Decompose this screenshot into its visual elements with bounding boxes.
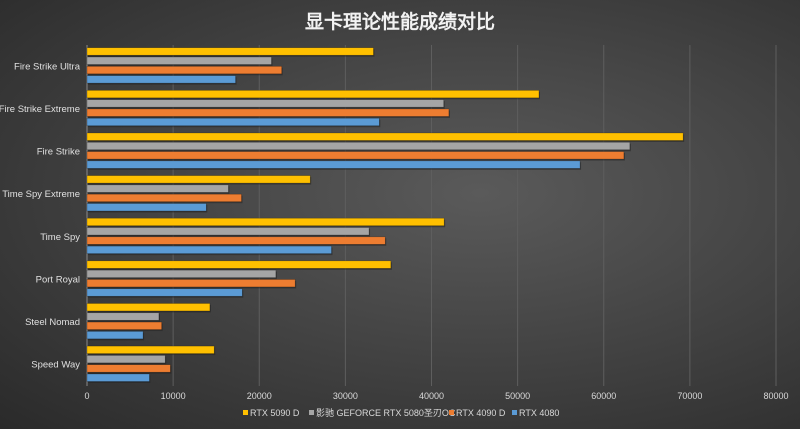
category-label: Fire Strike Extreme (0, 104, 80, 115)
category-label: Time Spy Extreme (2, 189, 80, 200)
category-label: Fire Strike (37, 147, 80, 158)
bar-fire-strike-ultra-s2 (86, 66, 283, 75)
category-label: Steel Nomad (25, 317, 80, 328)
bar-speed-way-s2 (86, 364, 171, 373)
legend-label: RTX 4080 (519, 408, 559, 418)
x-tick-label: 10000 (161, 391, 186, 401)
bar-time-spy-extreme-s2 (86, 193, 242, 202)
bar-speed-way-s0 (86, 345, 215, 354)
x-tick-label: 80000 (763, 391, 788, 401)
x-tick-label: 30000 (333, 391, 358, 401)
chart-title: 显卡理论性能成绩对比 (304, 11, 495, 33)
bar-port-royal-s2 (86, 279, 296, 288)
x-tick-label: 60000 (591, 391, 616, 401)
bar-time-spy-extreme-s3 (86, 203, 207, 212)
bar-time-spy-s2 (86, 236, 386, 245)
bar-time-spy-s3 (86, 245, 332, 254)
bar-fire-strike-s2 (86, 151, 625, 160)
x-tick-label: 50000 (505, 391, 530, 401)
bar-speed-way-s3 (86, 373, 150, 382)
legend-swatch (449, 410, 454, 415)
bar-steel-nomad-s0 (86, 303, 211, 312)
bar-fire-strike-s0 (86, 132, 684, 141)
bar-steel-nomad-s3 (86, 331, 144, 340)
legend-label: RTX 4090 D (456, 408, 506, 418)
bar-steel-nomad-s2 (86, 321, 162, 330)
bar-time-spy-extreme-s1 (86, 184, 229, 193)
bar-fire-strike-extreme-s0 (86, 90, 540, 99)
bar-steel-nomad-s1 (86, 312, 160, 321)
legend-label: 影驰 GEFORCE RTX 5080圣刃OC (316, 407, 456, 418)
bar-time-spy-s0 (86, 217, 445, 227)
bar-port-royal-s3 (86, 288, 243, 297)
category-label: Speed Way (31, 360, 80, 371)
bar-port-royal-s1 (86, 269, 277, 278)
bar-port-royal-s0 (86, 260, 392, 269)
x-tick-label: 0 (84, 391, 89, 401)
category-label: Port Royal (36, 274, 80, 285)
legend-label: RTX 5090 D (250, 408, 300, 418)
x-tick-label: 70000 (677, 391, 702, 401)
legend-swatch (512, 410, 517, 415)
bar-time-spy-s1 (86, 227, 370, 236)
legend-swatch (309, 410, 314, 415)
bar-time-spy-extreme-s0 (86, 175, 311, 184)
bar-fire-strike-ultra-s0 (86, 47, 374, 56)
bar-fire-strike-extreme-s2 (86, 108, 450, 117)
x-tick-label: 20000 (247, 391, 272, 401)
bar-fire-strike-extreme-s1 (86, 99, 445, 108)
bar-fire-strike-s1 (86, 141, 631, 151)
bar-fire-strike-ultra-s3 (86, 75, 236, 84)
category-label: Fire Strike Ultra (14, 61, 81, 72)
bar-fire-strike-ultra-s1 (86, 56, 272, 65)
legend-swatch (243, 410, 248, 415)
bar-speed-way-s1 (86, 355, 166, 364)
bar-fire-strike-s3 (86, 160, 581, 169)
category-label: Time Spy (40, 232, 80, 243)
bar-fire-strike-extreme-s3 (86, 117, 380, 127)
x-tick-label: 40000 (419, 391, 444, 401)
